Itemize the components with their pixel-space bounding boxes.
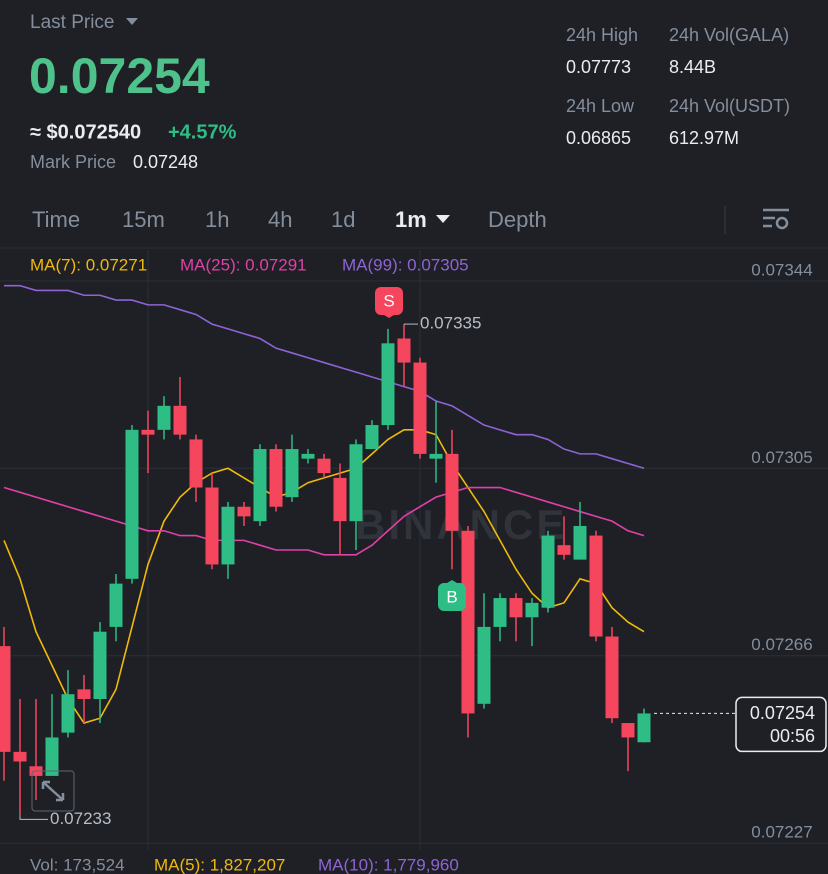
candle-body — [525, 602, 539, 618]
candle-body — [93, 631, 107, 699]
y-tick-label: 0.07344 — [751, 260, 812, 279]
stat-label: 24h Low — [566, 96, 635, 116]
legend-entry: MA(7): 0.07271 — [30, 255, 147, 274]
candle-body — [573, 525, 587, 560]
trade-marker-label: S — [383, 291, 394, 310]
candle-body — [189, 439, 203, 488]
candle-body — [125, 429, 139, 579]
legend-entry: MA(25): 0.07291 — [180, 255, 307, 274]
candle-body — [637, 713, 651, 743]
expand-button[interactable] — [31, 770, 75, 812]
candle-body — [221, 506, 235, 565]
tab-active[interactable]: 1m — [395, 207, 427, 232]
ma-line — [4, 284, 645, 470]
tab[interactable]: Time — [32, 207, 80, 232]
candle-body — [445, 453, 459, 531]
candle-body — [557, 545, 571, 555]
trade-marker-pointer — [447, 580, 457, 583]
low-label: 0.07233 — [50, 809, 111, 828]
price: 0.07254 — [29, 48, 210, 104]
tab[interactable]: Depth — [488, 207, 547, 232]
candle-body — [413, 362, 427, 454]
candle-body — [429, 453, 443, 459]
candle-body — [157, 405, 171, 430]
volume-info: MA(10): 1,779,960 — [318, 855, 459, 874]
y-tick-label: 0.07266 — [751, 635, 812, 654]
candle-body — [269, 449, 283, 507]
candle-body — [541, 535, 555, 608]
change: +4.57% — [168, 121, 237, 143]
candle-body — [493, 598, 507, 627]
stat-label: 24h Vol(GALA) — [669, 25, 789, 45]
tab[interactable]: 4h — [268, 207, 292, 232]
mark-price: 0.07248 — [133, 152, 198, 172]
candle-body — [109, 583, 123, 627]
candle-body — [365, 425, 379, 450]
ma-line — [3, 486, 645, 556]
candle-body — [141, 429, 155, 435]
candle-body — [477, 626, 491, 704]
candle-body — [77, 689, 91, 699]
candle-body — [45, 737, 59, 776]
candle-body — [349, 444, 363, 522]
candle-body — [253, 449, 267, 522]
candle-body — [621, 723, 635, 738]
expand-icon — [41, 780, 65, 802]
high-label: 0.07335 — [420, 314, 481, 333]
candle-body — [205, 487, 219, 565]
tab[interactable]: 1h — [205, 207, 229, 232]
y-tick-label: 0.07227 — [751, 823, 812, 842]
candle-body — [605, 636, 619, 719]
watermark: BINANCE — [355, 501, 567, 548]
candle-body — [509, 598, 523, 618]
legend-entry: MA(99): 0.07305 — [342, 255, 469, 274]
candle-body — [461, 530, 475, 714]
stat-value: 0.07773 — [566, 57, 631, 77]
trade-marker-label: B — [446, 587, 457, 606]
candle-body — [285, 449, 299, 498]
stat-label: 24h High — [566, 25, 638, 45]
tab[interactable]: 15m — [122, 207, 165, 232]
candle-body — [173, 405, 187, 435]
dropdown-caret[interactable] — [126, 18, 138, 25]
low-connector — [19, 814, 48, 820]
candle-body — [13, 751, 27, 762]
stat-value: 612.97M — [669, 128, 739, 148]
stat-value: 0.06865 — [566, 128, 631, 148]
price-tag-value: 0.07254 — [750, 703, 815, 723]
candle-body — [589, 535, 603, 637]
candle-body — [0, 646, 11, 752]
mark-price-label: Mark Price — [30, 152, 116, 172]
stat-value: 8.44B — [669, 57, 716, 77]
trade-marker-pointer — [384, 315, 394, 318]
volume-info: MA(5): 1,827,207 — [154, 855, 285, 874]
candle-body — [381, 343, 395, 426]
candle-body — [333, 477, 347, 522]
tab[interactable]: 1d — [331, 207, 355, 232]
candle-body — [61, 694, 75, 733]
last-price-label[interactable]: Last Price — [30, 12, 114, 33]
price-tag — [735, 696, 827, 753]
trade-marker — [375, 287, 403, 315]
volume-info: Vol: 173,524 — [30, 855, 125, 874]
candle-body — [317, 458, 331, 474]
approx-price: ≈ $0.072540 — [30, 121, 141, 143]
candle-body — [237, 506, 251, 517]
candle-body — [397, 338, 411, 363]
settings-icon[interactable] — [763, 208, 789, 230]
y-tick-label: 0.07305 — [751, 448, 812, 467]
dropdown-caret[interactable] — [436, 215, 450, 223]
chart: 0.07344 0.07305 0.07266 0.07227 BINANCE MA(7)… — [0, 250, 828, 874]
stat-label: 24h Vol(USDT) — [669, 96, 790, 116]
candle-body — [301, 453, 315, 459]
price-tag-countdown: 00:56 — [770, 726, 815, 746]
trade-marker — [438, 583, 466, 611]
